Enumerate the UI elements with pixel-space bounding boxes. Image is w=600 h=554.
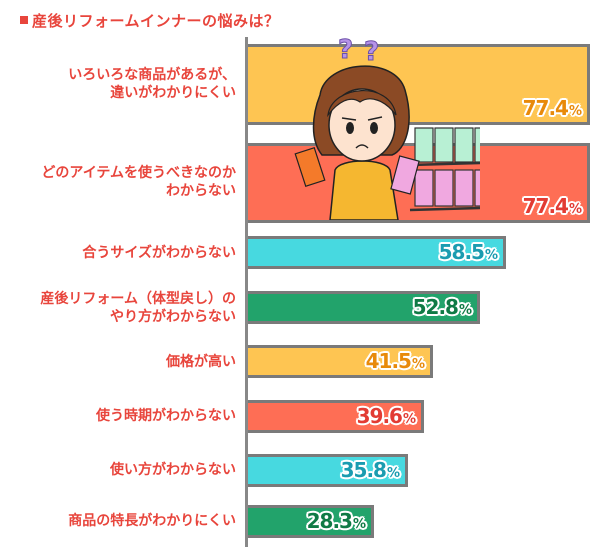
- square-bullet-icon: [20, 16, 28, 24]
- bar-2: 58.5%: [248, 236, 506, 269]
- bar-5: 39.6%: [248, 400, 424, 433]
- value-label: 39.6%: [356, 404, 416, 428]
- value-label: 35.8%: [340, 458, 400, 482]
- category-label: 使い方がわからない: [110, 462, 236, 478]
- category-label: 産後リフォーム（体型戻し）の やり方がわからない: [40, 291, 236, 325]
- product-shelf: [409, 127, 480, 212]
- svg-text:?: ?: [338, 35, 353, 65]
- value-label: 28.3%: [306, 509, 366, 533]
- category-label: 使う時期がわからない: [96, 408, 236, 424]
- value-label: 77.4%: [522, 194, 582, 218]
- value-label: 58.5%: [438, 240, 498, 264]
- bar-4: 41.5%: [248, 345, 433, 378]
- value-label: 77.4%: [522, 96, 582, 120]
- chart-title: 産後リフォームインナーの悩みは？: [20, 10, 280, 31]
- y-axis-line: [245, 37, 248, 547]
- bar-3: 52.8%: [248, 291, 480, 324]
- category-label: 合うサイズがわからない: [82, 245, 236, 261]
- bar-7: 28.3%: [248, 505, 374, 538]
- value-label: 52.8%: [412, 295, 472, 319]
- value-label: 41.5%: [365, 349, 425, 373]
- category-label: どのアイテムを使うべきなのか わからない: [41, 165, 236, 199]
- question-mark-icon: ? ?: [338, 35, 380, 68]
- svg-text:?: ?: [364, 37, 379, 67]
- category-label: いろいろな商品があるが、 違いがわかりにくい: [68, 67, 236, 101]
- category-label: 価格が高い: [166, 354, 236, 370]
- bar-6: 35.8%: [248, 454, 408, 487]
- confused-mother-illustration: ? ?: [294, 35, 480, 220]
- category-label: 商品の特長がわかりにくい: [68, 513, 236, 529]
- bar-0: 77.4%: [248, 44, 590, 125]
